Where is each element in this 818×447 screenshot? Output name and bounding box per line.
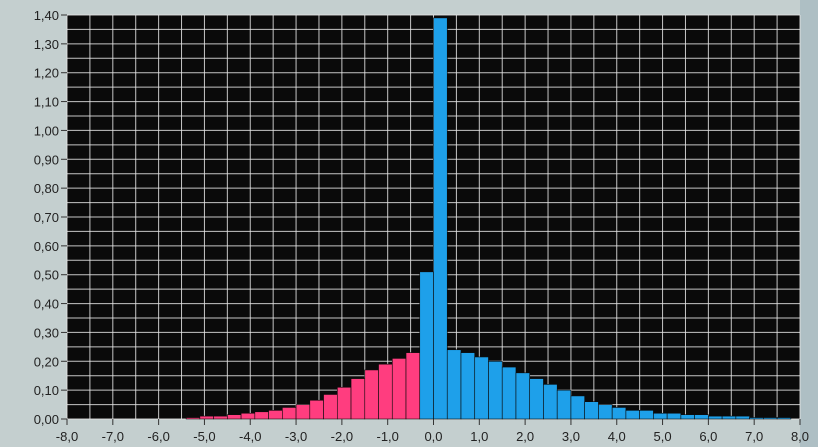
histogram-bar: [336, 386, 352, 420]
x-tick-label: -1,0: [376, 429, 398, 444]
histogram-bar: [240, 412, 256, 420]
histogram-bar: [474, 356, 489, 420]
histogram-bar: [611, 407, 627, 420]
histogram-bar: [295, 404, 311, 420]
histogram-bar: [254, 411, 269, 420]
histogram-bar: [460, 352, 476, 420]
x-tick-label: -7,0: [102, 429, 124, 444]
histogram-bar: [625, 410, 640, 420]
histogram-bar: [721, 415, 737, 420]
histogram-bar: [378, 363, 393, 420]
x-tick-label: 4,0: [608, 429, 626, 444]
x-tick-label: -4,0: [239, 429, 261, 444]
histogram-bar: [749, 417, 764, 420]
x-tick-label: -5,0: [193, 429, 215, 444]
histogram-bar: [419, 271, 434, 420]
y-tick-label: 1,40: [34, 8, 59, 23]
x-tick-label: 7,0: [745, 429, 763, 444]
histogram-bar: [405, 352, 421, 420]
histogram-bar: [584, 401, 599, 420]
y-tick-label: 0,40: [34, 297, 59, 312]
histogram-bar: [488, 360, 503, 420]
y-tick-label: 0,80: [34, 181, 59, 196]
x-axis-ticks: -8,0 -7,0 -6,0 -5,0 -4,0 -3,0 -2,0 -1,0 0,0 1,0 2,…: [56, 419, 809, 444]
histogram-bar: [515, 372, 531, 420]
x-tick-label: -3,0: [285, 429, 307, 444]
histogram-bar: [227, 414, 242, 420]
y-tick-label: 1,20: [34, 66, 59, 81]
histogram-bar: [433, 17, 448, 420]
bars: [185, 17, 792, 420]
y-tick-label: 1,10: [34, 95, 59, 110]
x-tick-label: -8,0: [56, 429, 78, 444]
x-tick-label: 0,0: [424, 429, 442, 444]
histogram-bar: [501, 366, 517, 420]
x-tick-label: 2,0: [516, 429, 534, 444]
histogram-bar: [556, 389, 572, 420]
y-tick-label: 1,00: [34, 123, 59, 138]
y-tick-label: 0,70: [34, 210, 59, 225]
x-tick-label: 5,0: [654, 429, 672, 444]
window-edge: [800, 0, 818, 447]
histogram-bar: [309, 399, 324, 420]
x-tick-label: 3,0: [562, 429, 580, 444]
x-tick-label: 8,0: [791, 429, 809, 444]
histogram-bar: [350, 378, 366, 420]
histogram-bar: [213, 415, 228, 420]
x-tick-label: -2,0: [331, 429, 353, 444]
y-tick-label: 0,50: [34, 268, 59, 283]
y-tick-label: 1,30: [34, 37, 59, 52]
histogram-bar: [763, 417, 778, 420]
histogram-bar: [694, 414, 709, 420]
histogram-bar: [185, 417, 201, 420]
y-tick-label: 0,10: [34, 383, 59, 398]
histogram-bar: [598, 404, 613, 420]
x-tick-label: 6,0: [699, 429, 717, 444]
histogram-bar: [570, 395, 585, 420]
histogram-bar: [543, 384, 558, 420]
histogram-bar: [653, 412, 668, 420]
histogram-bar: [323, 394, 338, 420]
histogram-bar: [735, 415, 750, 420]
histogram-bar: [680, 414, 695, 420]
histogram-bar: [639, 410, 654, 420]
histogram-bar: [282, 407, 297, 420]
y-tick-label: 0,30: [34, 325, 59, 340]
y-axis-ticks: 0,00 0,10 0,20 0,30 0,40 0,50 0,60 0,70 0,80 0,90…: [34, 8, 67, 427]
histogram-bar: [268, 410, 283, 420]
histogram-bar: [776, 417, 792, 420]
histogram-bar: [708, 415, 723, 420]
histogram-bar: [391, 358, 407, 420]
x-tick-label: 1,0: [470, 429, 488, 444]
histogram-bar: [364, 369, 379, 420]
histogram-bar: [666, 412, 682, 420]
histogram-bar: [529, 378, 544, 420]
y-tick-label: 0,00: [34, 412, 59, 427]
x-tick-label: -6,0: [147, 429, 169, 444]
y-tick-label: 0,20: [34, 354, 59, 369]
histogram-bar: [199, 415, 214, 420]
y-tick-label: 0,90: [34, 152, 59, 167]
histogram-bar: [446, 349, 462, 420]
y-tick-label: 0,60: [34, 239, 59, 254]
